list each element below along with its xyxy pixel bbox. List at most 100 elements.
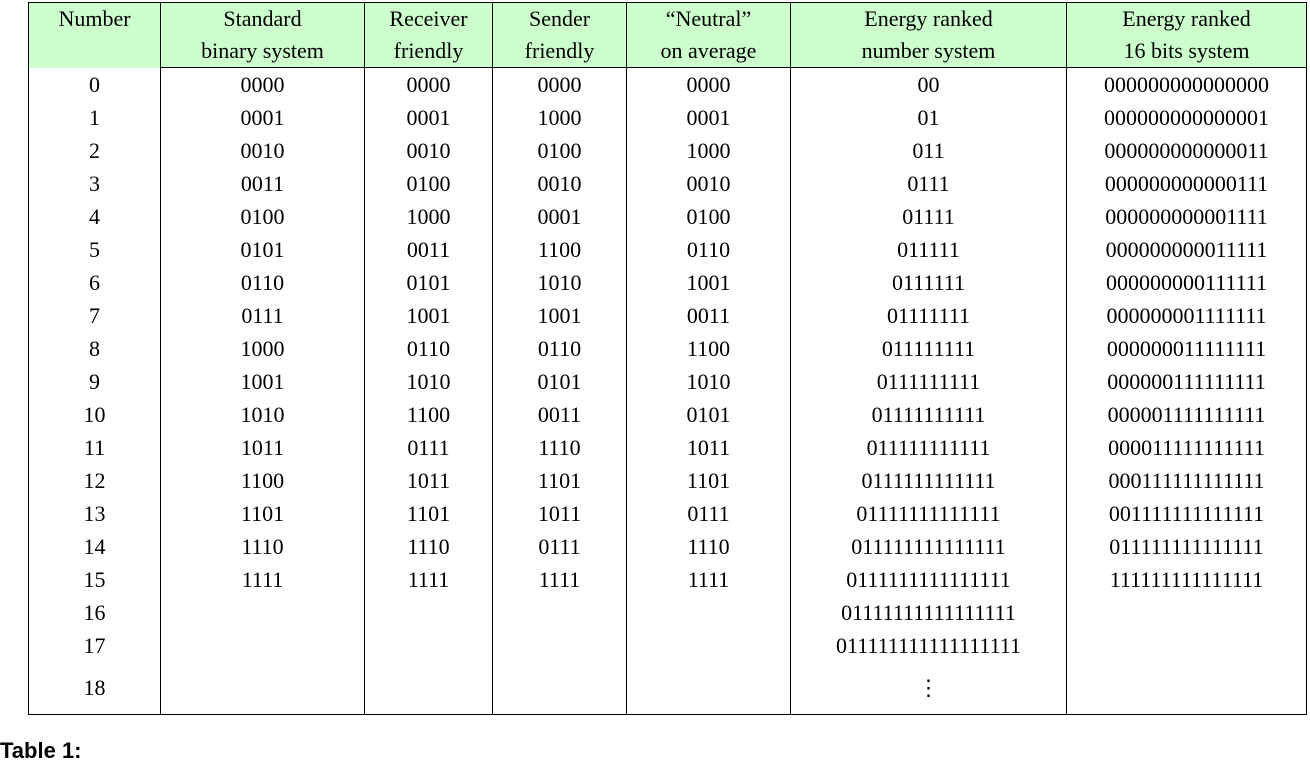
empty-cell (364, 662, 493, 715)
empty-cell (160, 629, 365, 662)
table-cell: 01111111111111 (790, 497, 1067, 530)
empty-cell (364, 629, 493, 662)
table-cell: 000000011111111 (1066, 332, 1307, 365)
header-cell: friendly (492, 35, 627, 68)
table-cell: 0111 (364, 431, 493, 464)
table-cell: 0011 (626, 299, 791, 332)
table-cell: 1000 (160, 332, 365, 365)
empty-cell (492, 662, 627, 715)
table-cell: 6 (28, 266, 161, 299)
data-table: Number Standard Receiver Sender “Neutral” Ene… (28, 2, 1307, 715)
table-cell: 0010 (492, 167, 627, 200)
table-cell: 0011 (492, 398, 627, 431)
table-cell: 8 (28, 332, 161, 365)
table-cell: 011111 (790, 233, 1067, 266)
table-row: 3 0011 0100 0010 0010 0111 000000000000111 (28, 167, 1307, 200)
table-cell: 1001 (160, 365, 365, 398)
table-cell: 1110 (626, 530, 791, 563)
table-cell: 1 (28, 101, 161, 134)
table-cell: 1100 (492, 233, 627, 266)
table-cell: 0101 (160, 233, 365, 266)
header-cell: Receiver (364, 2, 493, 35)
empty-cell (160, 596, 365, 629)
table-cell: 13 (28, 497, 161, 530)
table-cell: 1111 (160, 563, 365, 596)
table-row: 1 0001 0001 1000 0001 01 000000000000001 (28, 101, 1307, 134)
header-cell: number system (790, 35, 1067, 68)
table-cell: 000000000000001 (1066, 101, 1307, 134)
table-row: 10 1010 1100 0011 0101 01111111111 00000111111… (28, 398, 1307, 431)
empty-cell (492, 596, 627, 629)
table-cell: 000011111111111 (1066, 431, 1307, 464)
table-cell: 0100 (160, 200, 365, 233)
table-cell: 000000000000011 (1066, 134, 1307, 167)
table-cell: 011111111111111 (790, 530, 1067, 563)
table-cell: 000001111111111 (1066, 398, 1307, 431)
table-cell: 0011 (364, 233, 493, 266)
table-cell: 1111 (364, 563, 493, 596)
table-cell: 1010 (160, 398, 365, 431)
table-cell: 01111 (790, 200, 1067, 233)
table-cell: 0 (28, 67, 161, 101)
table-cell: 0111 (160, 299, 365, 332)
empty-cell (626, 629, 791, 662)
table-cell: 1110 (160, 530, 365, 563)
table-cell: 0110 (160, 266, 365, 299)
table-cell: 16 (28, 596, 161, 629)
table-cell: 1111 (492, 563, 627, 596)
table-cell: 000000001111111 (1066, 299, 1307, 332)
table-cell: 3 (28, 167, 161, 200)
table-cell: 0110 (626, 233, 791, 266)
header-cell: Standard (160, 2, 365, 35)
empty-cell (1066, 629, 1307, 662)
table-cell: 1011 (160, 431, 365, 464)
table-cell: 1011 (492, 497, 627, 530)
table-row: 16 01111111111111111 (28, 596, 1307, 629)
table-cell: 1100 (160, 464, 365, 497)
table-cell: 01111111 (790, 299, 1067, 332)
table-cell: 011111111111111 (1066, 530, 1307, 563)
table-cell: 1001 (364, 299, 493, 332)
empty-cell (1066, 596, 1307, 629)
header-cell: Energy ranked (790, 2, 1067, 35)
table-cell: 2 (28, 134, 161, 167)
table-cell: 0000 (364, 67, 493, 101)
header-cell: binary system (160, 35, 365, 68)
table-row: 0 0000 0000 0000 0000 00 000000000000000 (28, 67, 1307, 101)
table-cell: 1000 (626, 134, 791, 167)
table-row: 5 0101 0011 1100 0110 011111 000000000011111 (28, 233, 1307, 266)
caption-label: Table 1: (0, 738, 82, 763)
empty-cell (492, 629, 627, 662)
table-cell: 1011 (364, 464, 493, 497)
table-cell: 011111111 (790, 332, 1067, 365)
table-cell: 1101 (492, 464, 627, 497)
table-row: 14 1110 1110 0111 1110 011111111111111 0111111… (28, 530, 1307, 563)
table-cell: 10 (28, 398, 161, 431)
table-cell: 0111 (492, 530, 627, 563)
header-cell: on average (626, 35, 791, 68)
table-cell: 001111111111111 (1066, 497, 1307, 530)
header-cell: “Neutral” (626, 2, 791, 35)
table-cell: 1110 (492, 431, 627, 464)
table-row: 9 1001 1010 0101 1010 0111111111 0000001111111… (28, 365, 1307, 398)
empty-cell (364, 596, 493, 629)
table-cell: 0000 (492, 67, 627, 101)
table-cell: 1100 (626, 332, 791, 365)
empty-cell (1066, 662, 1307, 715)
table-cell: 1110 (364, 530, 493, 563)
table-cell: 12 (28, 464, 161, 497)
table-cell: 000000000000000 (1066, 67, 1307, 101)
table-row: 17 011111111111111111 (28, 629, 1307, 662)
table-row: 6 0110 0101 1010 1001 0111111 000000000111111 (28, 266, 1307, 299)
table-cell: 0101 (626, 398, 791, 431)
table-cell: 1010 (364, 365, 493, 398)
table-cell: 0111111111 (790, 365, 1067, 398)
table-row: 2 0010 0010 0100 1000 011 000000000000011 (28, 134, 1307, 167)
table-cell: 000000111111111 (1066, 365, 1307, 398)
table-cell: 0010 (364, 134, 493, 167)
table-cell: 0100 (492, 134, 627, 167)
table-cell: 0001 (160, 101, 365, 134)
table-cell: 0100 (364, 167, 493, 200)
table-cell: 000000000011111 (1066, 233, 1307, 266)
